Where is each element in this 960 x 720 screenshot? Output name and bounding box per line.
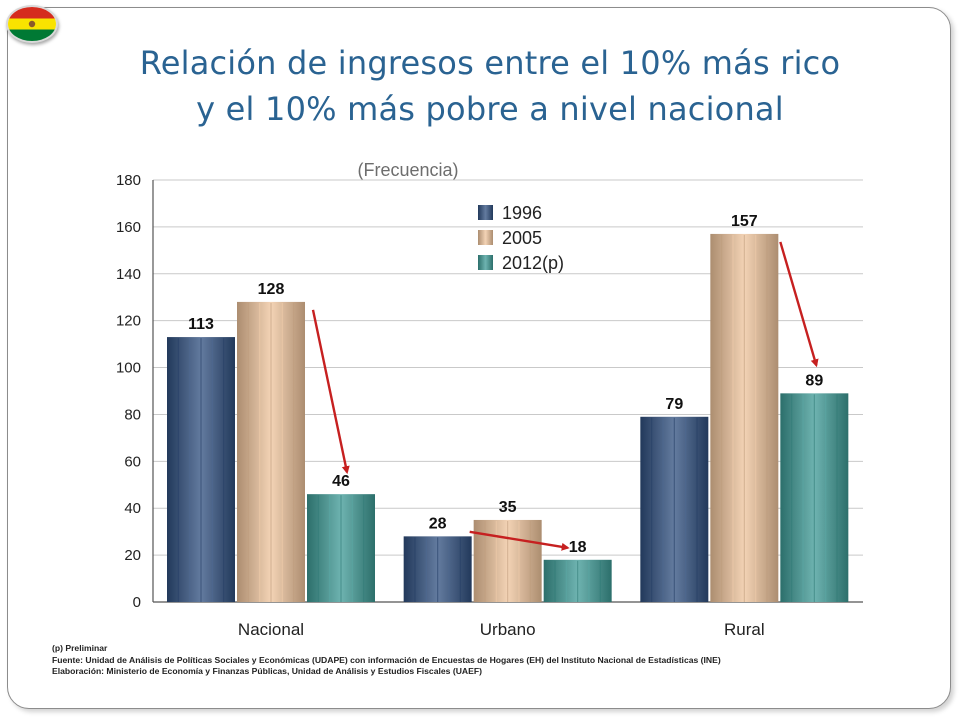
- y-tick-label: 140: [116, 266, 141, 283]
- data-label: 79: [665, 396, 683, 413]
- y-tick-label: 120: [116, 313, 141, 330]
- decline-arrow-rural: [779, 241, 819, 368]
- chart-subtitle: (Frecuencia): [357, 160, 458, 180]
- legend-swatch: [478, 255, 493, 270]
- y-tick-label: 60: [124, 453, 141, 470]
- legend-label: 2005: [502, 228, 542, 248]
- y-tick-label: 160: [116, 219, 141, 236]
- legend-swatch: [478, 205, 493, 220]
- data-label: 157: [731, 213, 758, 230]
- data-label: 18: [569, 539, 587, 556]
- legend-label: 1996: [502, 203, 542, 223]
- y-tick-label: 180: [116, 172, 141, 189]
- y-tick-label: 20: [124, 547, 141, 564]
- page-title-line-2: y el 10% más pobre a nivel nacional: [196, 90, 784, 128]
- flag-red-stripe: [8, 7, 56, 19]
- page-title: Relación de ingresos entre el 10% más ri…: [60, 40, 920, 132]
- note-preliminar: (p) Preliminar: [52, 643, 108, 653]
- data-label: 35: [499, 499, 517, 516]
- flag-green-stripe: [8, 29, 56, 41]
- note-fuente: Fuente: Unidad de Análisis de Políticas …: [52, 654, 721, 665]
- data-label: 113: [188, 316, 214, 333]
- chart-panel: (Frecuencia) 0 20 40 60 80 100 120 140 160 180 113 1…: [38, 150, 928, 650]
- x-category-label: Urbano: [480, 620, 536, 639]
- data-label: 28: [429, 515, 447, 532]
- y-tick-label: 0: [133, 594, 141, 611]
- data-label: 46: [332, 473, 350, 490]
- bar-chart: (Frecuencia) 0 20 40 60 80 100 120 140 160 180 113 1…: [116, 160, 863, 639]
- data-label: 89: [805, 372, 823, 389]
- y-tick-label: 100: [116, 360, 141, 377]
- x-category-label: Rural: [724, 620, 765, 639]
- decline-arrow-urbano: [469, 530, 570, 551]
- chart-notes: (p) Preliminar Fuente: Unidad de Análisi…: [52, 643, 932, 678]
- decline-arrow-nacional: [311, 309, 350, 475]
- legend-label: 2012(p): [502, 253, 564, 273]
- bolivia-flag-icon: [6, 5, 58, 43]
- data-label: 128: [258, 281, 285, 298]
- x-category-label: Nacional: [238, 620, 304, 639]
- legend-swatch: [478, 230, 493, 245]
- y-tick-label: 80: [124, 406, 141, 423]
- flag-coat-of-arms: [28, 20, 36, 28]
- y-tick-label: 40: [124, 500, 141, 517]
- note-elaboracion: Elaboración: Ministerio de Economía y Fi…: [52, 666, 482, 676]
- page-title-line-1: Relación de ingresos entre el 10% más ri…: [139, 44, 841, 82]
